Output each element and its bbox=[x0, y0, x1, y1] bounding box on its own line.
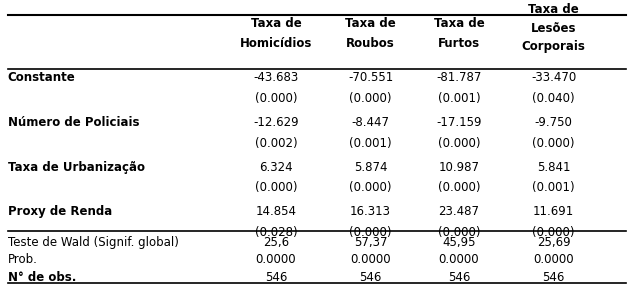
Text: (0.000): (0.000) bbox=[349, 92, 392, 105]
Text: -33.470: -33.470 bbox=[531, 71, 576, 84]
Text: -17.159: -17.159 bbox=[436, 116, 482, 129]
Text: 5.841: 5.841 bbox=[537, 160, 571, 174]
Text: Roubos: Roubos bbox=[346, 37, 395, 50]
Text: -70.551: -70.551 bbox=[348, 71, 393, 84]
Text: 546: 546 bbox=[543, 271, 565, 284]
Text: Taxa de: Taxa de bbox=[528, 3, 579, 16]
Text: (0.001): (0.001) bbox=[349, 137, 392, 150]
Text: 25,6: 25,6 bbox=[263, 236, 289, 249]
Text: Taxa de: Taxa de bbox=[434, 18, 484, 30]
Text: N° de obs.: N° de obs. bbox=[8, 271, 76, 284]
Text: (0.000): (0.000) bbox=[255, 181, 297, 195]
Text: 10.987: 10.987 bbox=[439, 160, 479, 174]
Text: (0.028): (0.028) bbox=[255, 226, 297, 239]
Text: (0.000): (0.000) bbox=[349, 226, 392, 239]
Text: Taxa de Urbanização: Taxa de Urbanização bbox=[8, 160, 145, 174]
Text: -9.750: -9.750 bbox=[534, 116, 573, 129]
Text: (0.001): (0.001) bbox=[533, 181, 575, 195]
Text: Prob.: Prob. bbox=[8, 253, 37, 265]
Text: Teste de Wald (Signif. global): Teste de Wald (Signif. global) bbox=[8, 236, 179, 249]
Text: -8.447: -8.447 bbox=[352, 116, 390, 129]
Text: (0.000): (0.000) bbox=[533, 226, 575, 239]
Text: 14.854: 14.854 bbox=[256, 205, 297, 218]
Text: 45,95: 45,95 bbox=[443, 236, 476, 249]
Text: (0.002): (0.002) bbox=[255, 137, 297, 150]
Text: 0.0000: 0.0000 bbox=[351, 253, 391, 265]
Text: 546: 546 bbox=[265, 271, 287, 284]
Text: 5.874: 5.874 bbox=[354, 160, 387, 174]
Text: 57,37: 57,37 bbox=[354, 236, 387, 249]
Text: 11.691: 11.691 bbox=[533, 205, 574, 218]
Text: 546: 546 bbox=[359, 271, 382, 284]
Text: Constante: Constante bbox=[8, 71, 75, 84]
Text: (0.000): (0.000) bbox=[437, 137, 481, 150]
Text: Homicídios: Homicídios bbox=[240, 37, 312, 50]
Text: (0.001): (0.001) bbox=[437, 92, 481, 105]
Text: 16.313: 16.313 bbox=[350, 205, 391, 218]
Text: Proxy de Renda: Proxy de Renda bbox=[8, 205, 112, 218]
Text: (0.000): (0.000) bbox=[349, 181, 392, 195]
Text: -43.683: -43.683 bbox=[254, 71, 299, 84]
Text: 0.0000: 0.0000 bbox=[256, 253, 296, 265]
Text: Corporais: Corporais bbox=[522, 40, 586, 53]
Text: Taxa de: Taxa de bbox=[250, 18, 301, 30]
Text: 25,69: 25,69 bbox=[537, 236, 571, 249]
Text: Furtos: Furtos bbox=[438, 37, 480, 50]
Text: (0.040): (0.040) bbox=[533, 92, 575, 105]
Text: 0.0000: 0.0000 bbox=[533, 253, 574, 265]
Text: 23.487: 23.487 bbox=[439, 205, 479, 218]
Text: Taxa de: Taxa de bbox=[346, 18, 396, 30]
Text: (0.000): (0.000) bbox=[533, 137, 575, 150]
Text: 546: 546 bbox=[448, 271, 470, 284]
Text: 6.324: 6.324 bbox=[259, 160, 293, 174]
Text: 0.0000: 0.0000 bbox=[439, 253, 479, 265]
Text: -12.629: -12.629 bbox=[253, 116, 299, 129]
Text: (0.000): (0.000) bbox=[255, 92, 297, 105]
Text: -81.787: -81.787 bbox=[436, 71, 482, 84]
Text: (0.000): (0.000) bbox=[437, 226, 481, 239]
Text: Lesões: Lesões bbox=[531, 22, 576, 34]
Text: (0.000): (0.000) bbox=[437, 181, 481, 195]
Text: Número de Policiais: Número de Policiais bbox=[8, 116, 139, 129]
